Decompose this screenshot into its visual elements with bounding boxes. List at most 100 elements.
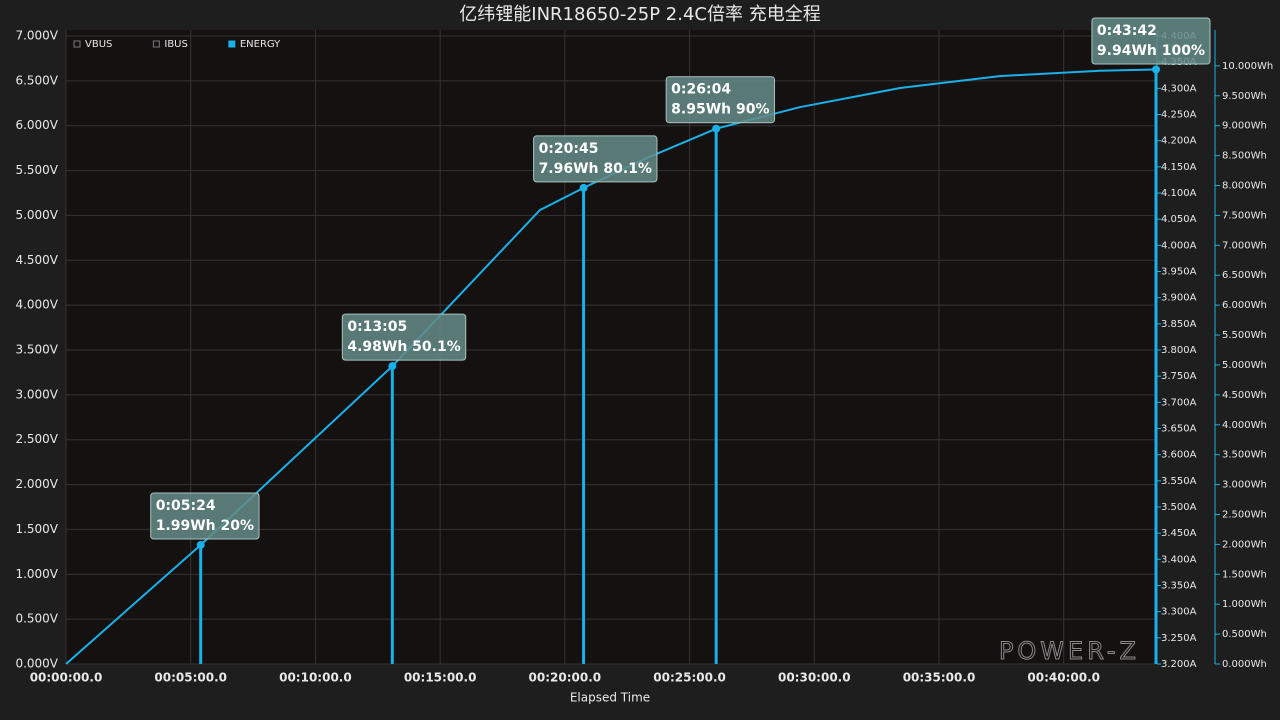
annotation-time: 0:26:04: [671, 82, 731, 98]
annotation-box: [1091, 17, 1211, 65]
y3-tick-label: 1.000Wh: [1222, 599, 1267, 610]
annotation: 0:05:24 1.99Wh 20%: [150, 492, 260, 540]
x-tick-label: 00:35:00.0: [903, 671, 976, 685]
annotation: 0:26:04 8.95Wh 90%: [665, 76, 776, 124]
watermark: POWER-Z: [999, 637, 1140, 665]
y3-tick-label: 8.500Wh: [1222, 151, 1267, 162]
y-tick-label: 0.000V: [15, 657, 58, 671]
y-tick-label: 3.000V: [15, 387, 58, 401]
y-tick-label: 2.000V: [15, 477, 58, 491]
y3-tick-label: 4.000Wh: [1222, 420, 1267, 431]
annotation-text: 8.95Wh 90%: [671, 102, 769, 118]
annotation-point: [712, 124, 721, 133]
annotation-time: 0:43:42: [1097, 23, 1157, 39]
legend-label: VBUS: [85, 39, 112, 50]
y3-tick-label: 6.000Wh: [1222, 300, 1267, 311]
y2-tick-label: 4.050A: [1161, 214, 1197, 225]
annotation-point: [388, 362, 397, 371]
annotation-time: 0:05:24: [156, 498, 216, 514]
y-tick-label: 7.000V: [15, 29, 58, 43]
y3-tick-label: 9.000Wh: [1222, 121, 1267, 132]
annotation-box: [665, 76, 776, 124]
y2-tick-label: 3.200A: [1161, 659, 1197, 670]
y-tick-label: 1.500V: [15, 522, 58, 536]
annotation-text: 1.99Wh 20%: [156, 518, 254, 534]
y3-tick-label: 3.500Wh: [1222, 450, 1267, 461]
y3-tick-label: 1.500Wh: [1222, 569, 1267, 580]
y-tick-label: 1.000V: [15, 567, 58, 581]
y2-tick-label: 3.250A: [1161, 633, 1197, 644]
y-tick-label: 6.000V: [15, 118, 58, 132]
annotation-point: [196, 540, 205, 549]
y-tick-label: 2.500V: [15, 432, 58, 446]
chart-title: 亿纬锂能INR18650-25P 2.4C倍率 充电全程: [459, 4, 820, 25]
y2-tick-label: 3.450A: [1161, 528, 1197, 539]
annotation-time: 0:13:05: [347, 319, 407, 335]
y3-tick-label: 2.000Wh: [1222, 539, 1267, 550]
y2-tick-label: 3.800A: [1161, 345, 1197, 356]
y-tick-label: 5.000V: [15, 208, 58, 222]
y3-tick-label: 6.500Wh: [1222, 270, 1267, 281]
y2-tick-label: 4.150A: [1161, 162, 1197, 173]
annotation-text: 9.94Wh 100%: [1097, 43, 1205, 59]
annotation-box: [341, 313, 467, 361]
y-tick-label: 3.500V: [15, 343, 58, 357]
y2-tick-label: 3.850A: [1161, 319, 1197, 330]
x-tick-label: 00:15:00.0: [404, 671, 477, 685]
y2-tick-label: 4.000A: [1161, 240, 1197, 251]
y-tick-label: 0.500V: [15, 612, 58, 626]
y2-tick-label: 4.300A: [1161, 83, 1197, 94]
annotation-text: 4.98Wh 50.1%: [347, 339, 460, 355]
annotation-point: [579, 183, 588, 192]
y3-tick-label: 7.000Wh: [1222, 240, 1267, 251]
y2-tick-label: 3.700A: [1161, 397, 1197, 408]
y2-tick-label: 3.650A: [1161, 424, 1197, 435]
y3-tick-label: 8.000Wh: [1222, 181, 1267, 192]
y3-tick-label: 5.000Wh: [1222, 360, 1267, 371]
y2-tick-label: 3.550A: [1161, 476, 1197, 487]
y2-tick-label: 3.350A: [1161, 581, 1197, 592]
y2-tick-label: 3.400A: [1161, 554, 1197, 565]
legend-swatch: [73, 40, 81, 48]
y3-tick-label: 0.500Wh: [1222, 629, 1267, 640]
annotation-box: [150, 492, 260, 540]
y2-tick-label: 4.250A: [1161, 110, 1197, 121]
annotation: 0:43:42 9.94Wh 100%: [1091, 17, 1211, 65]
legend-swatch: [228, 40, 236, 48]
y2-tick-label: 3.300A: [1161, 607, 1197, 618]
y3-tick-label: 3.000Wh: [1222, 480, 1267, 491]
annotation: 0:20:45 7.96Wh 80.1%: [533, 135, 658, 183]
y-tick-label: 5.500V: [15, 163, 58, 177]
plot-area: [66, 30, 1156, 664]
y2-tick-label: 3.600A: [1161, 450, 1197, 461]
y3-tick-label: 7.500Wh: [1222, 210, 1267, 221]
x-tick-label: 00:25:00.0: [653, 671, 726, 685]
x-tick-label: 00:05:00.0: [154, 671, 227, 685]
y-tick-label: 4.000V: [15, 298, 58, 312]
annotation-point: [1152, 65, 1160, 74]
y3-tick-label: 2.500Wh: [1222, 509, 1267, 520]
y2-tick-label: 3.500A: [1161, 502, 1197, 513]
y2-tick-label: 4.100A: [1161, 188, 1197, 199]
annotation-text: 7.96Wh 80.1%: [539, 161, 652, 177]
x-tick-label: 00:00:00.0: [30, 671, 103, 685]
y3-tick-label: 0.000Wh: [1222, 659, 1267, 670]
y3-tick-label: 9.500Wh: [1222, 91, 1267, 102]
y-tick-label: 6.500V: [15, 73, 58, 87]
y2-tick-label: 3.750A: [1161, 371, 1197, 382]
legend-swatch: [152, 40, 160, 48]
y3-tick-label: 10.000Wh: [1222, 61, 1273, 72]
x-tick-label: 00:30:00.0: [778, 671, 851, 685]
annotation-box: [533, 135, 658, 183]
x-tick-label: 00:40:00.0: [1027, 671, 1100, 685]
y-tick-label: 4.500V: [15, 253, 58, 267]
y3-tick-label: 4.500Wh: [1222, 390, 1267, 401]
legend-label: ENERGY: [240, 39, 281, 50]
annotation-time: 0:20:45: [539, 141, 599, 157]
y3-tick-label: 5.500Wh: [1222, 330, 1267, 341]
y2-tick-label: 3.950A: [1161, 267, 1197, 278]
x-tick-label: 00:10:00.0: [279, 671, 352, 685]
legend-label: IBUS: [164, 39, 187, 50]
x-tick-label: 00:20:00.0: [529, 671, 602, 685]
